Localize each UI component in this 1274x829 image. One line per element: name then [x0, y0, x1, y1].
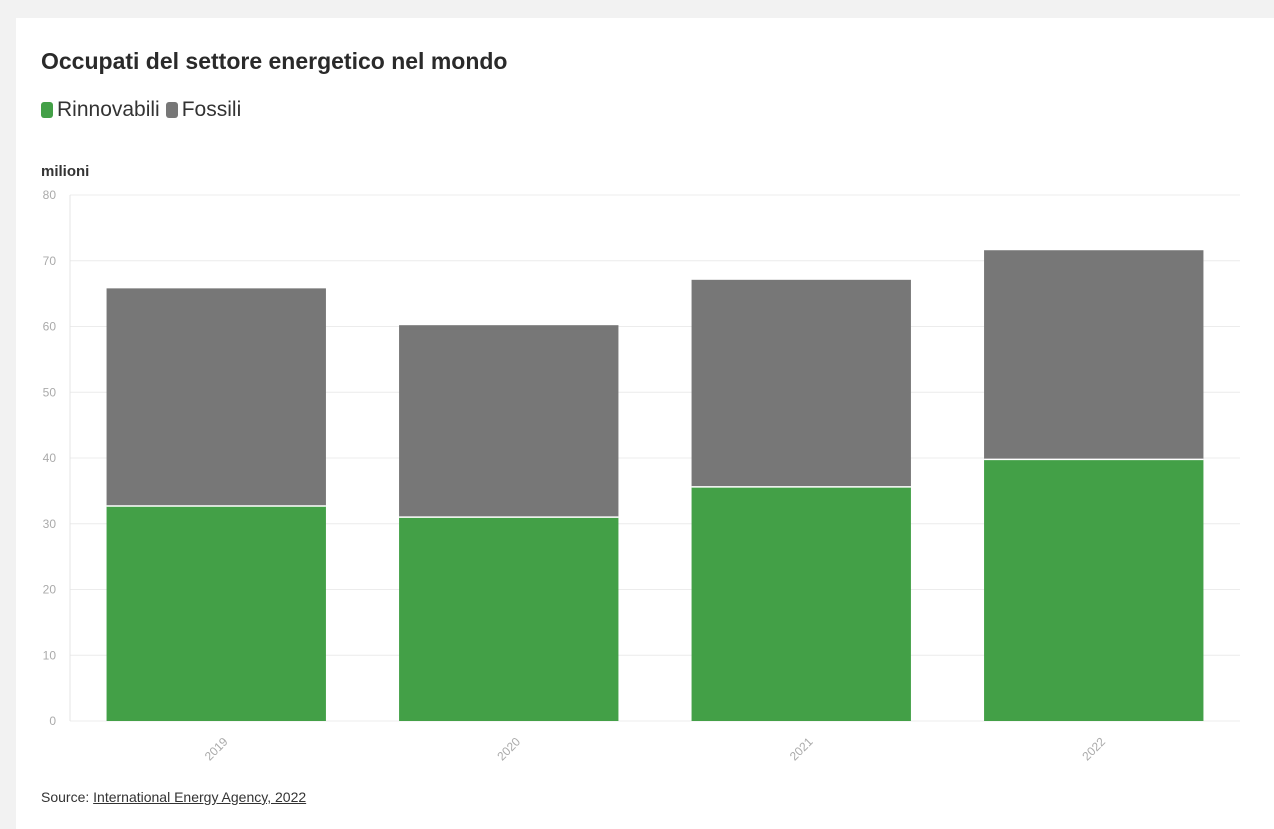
x-tick-label-2022: 2022	[1079, 734, 1108, 763]
bar-rinnovabili-2020	[399, 517, 619, 721]
bar-rinnovabili-2019	[106, 505, 326, 721]
bar-rinnovabili-2021	[691, 486, 911, 721]
legend-item-fossili[interactable]: Fossili	[165, 98, 242, 122]
bars	[106, 250, 1204, 721]
y-tick-label-60: 60	[43, 320, 57, 334]
y-tick-label-70: 70	[43, 254, 57, 268]
bar-fossili-2019	[106, 288, 326, 506]
y-axis-label: milioni	[41, 163, 89, 180]
legend-item-rinnovabili[interactable]: Rinnovabili	[41, 98, 160, 122]
chart-title: Occupati del settore energetico nel mond…	[41, 48, 508, 74]
source-link[interactable]: International Energy Agency, 2022	[93, 789, 307, 805]
source-prefix: Source:	[41, 789, 94, 805]
y-tick-label-20: 20	[43, 583, 57, 597]
x-tick-label-2020: 2020	[494, 734, 523, 763]
x-tick-label-2019: 2019	[202, 734, 231, 763]
y-tick-label-80: 80	[43, 188, 57, 202]
y-tick-label-30: 30	[43, 517, 57, 531]
legend-label-fossili: Fossili	[181, 98, 242, 121]
y-tick-label-0: 0	[49, 714, 56, 728]
y-tick-label-50: 50	[43, 385, 57, 399]
y-tick-label-10: 10	[43, 648, 57, 662]
bar-fossili-2022	[984, 250, 1204, 460]
legend-swatch-rinnovabili	[41, 102, 53, 118]
y-tick-label-40: 40	[43, 451, 57, 465]
x-tick-label-2021: 2021	[787, 734, 816, 763]
legend: Rinnovabili Fossili	[41, 98, 247, 122]
bar-rinnovabili-2022	[984, 459, 1204, 721]
legend-label-rinnovabili: Rinnovabili	[57, 98, 160, 121]
source-note: Source: International Energy Agency, 202…	[41, 789, 306, 805]
y-axis-ticks: 0 10 20 30 40 50 60 70 80	[43, 188, 57, 728]
chart-card: Occupati del settore energetico nel mond…	[16, 18, 1274, 829]
legend-swatch-fossili	[165, 102, 178, 118]
bar-fossili-2020	[399, 325, 619, 518]
x-axis-ticks: 2019 2020 2021 2022	[202, 734, 1109, 763]
bar-fossili-2021	[691, 279, 911, 487]
